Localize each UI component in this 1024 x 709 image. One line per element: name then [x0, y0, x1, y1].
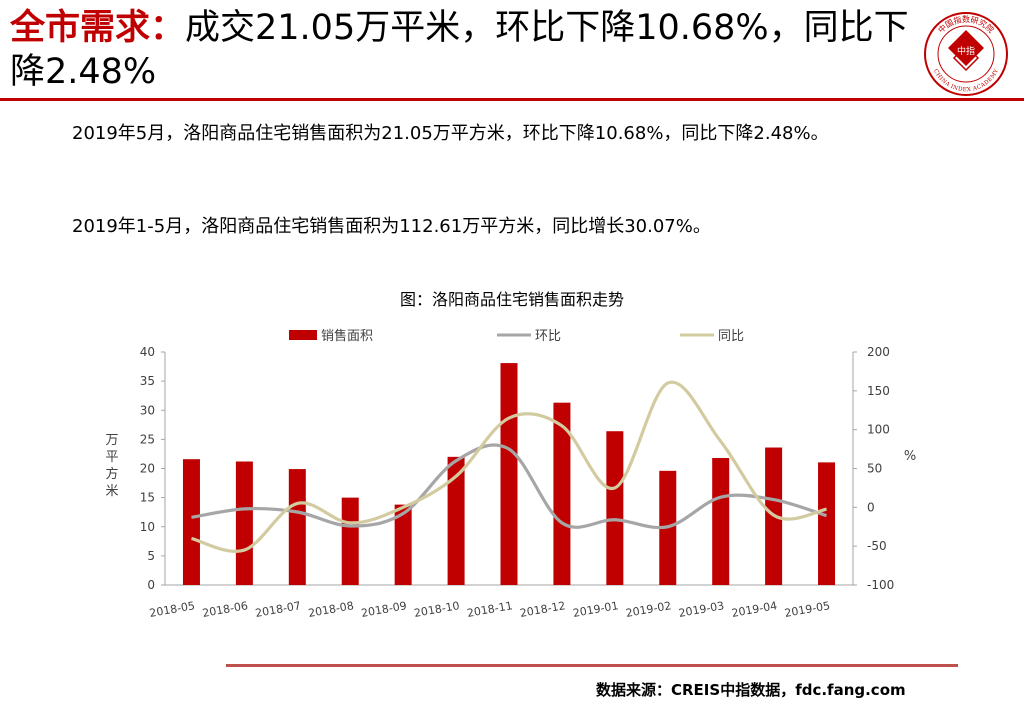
bar-sales-area — [500, 363, 518, 585]
academy-seal-icon: 中国指数研究院 CHINA INDEX ACADEMY 中指 — [924, 12, 1008, 96]
y-axis-title-char: 平 — [105, 450, 118, 465]
bar-sales-area — [288, 469, 306, 585]
y2-tick-label: -100 — [867, 578, 894, 592]
x-tick-label: 2019-04 — [731, 599, 779, 620]
x-tick-label: 2018-06 — [201, 599, 249, 620]
x-tick-label: 2018-07 — [254, 599, 302, 620]
y-tick-label: 25 — [140, 432, 155, 446]
legend-swatch-sales-area — [289, 330, 317, 340]
y2-tick-label: 50 — [867, 462, 882, 476]
x-tick-label: 2019-05 — [784, 599, 832, 620]
y-tick-label: 20 — [140, 462, 155, 476]
x-tick-label: 2018-09 — [360, 599, 408, 620]
bar-sales-area — [606, 431, 624, 585]
y2-tick-label: 100 — [867, 423, 890, 437]
bar-sales-area — [182, 459, 200, 585]
y-tick-label: 0 — [147, 578, 155, 592]
bar-sales-area — [235, 461, 253, 585]
x-tick-label: 2019-01 — [572, 599, 620, 620]
y-tick-label: 10 — [140, 520, 155, 534]
logo-center: 中指 — [957, 45, 975, 57]
x-tick-label: 2018-10 — [413, 599, 461, 620]
page-title: 全市需求：成交21.05万平米，环比下降10.68%，同比下降2.48% — [10, 6, 910, 94]
footer-divider — [226, 664, 958, 667]
paragraph-monthly: 2019年5月，洛阳商品住宅销售面积为21.05万平方米，环比下降10.68%，… — [72, 123, 829, 144]
chart-title: 图：洛阳商品住宅销售面积走势 — [399, 290, 624, 309]
y2-axis-title: % — [904, 449, 916, 464]
title-key: 全市需求： — [10, 8, 186, 48]
x-tick-label: 2018-12 — [519, 599, 567, 620]
y-tick-label: 30 — [140, 403, 155, 417]
data-source: 数据来源：CREIS中指数据，fdc.fang.com — [596, 681, 906, 699]
y-axis-title-char: 万 — [105, 433, 118, 448]
title-divider — [0, 98, 1024, 101]
line-yoy — [191, 380, 827, 553]
x-tick-label: 2018-08 — [307, 599, 355, 620]
y2-tick-label: -50 — [867, 539, 887, 553]
bar-sales-area — [341, 497, 359, 585]
y-axis-title-char: 方 — [105, 466, 118, 482]
title-text: 成交21.05万平米，环比下降10.68%，同比下降2.48% — [10, 8, 909, 92]
bar-sales-area — [447, 456, 465, 585]
y-tick-label: 40 — [140, 345, 155, 359]
y2-tick-label: 200 — [867, 345, 890, 359]
x-tick-label: 2018-11 — [466, 599, 514, 620]
legend-label: 同比 — [718, 329, 744, 344]
bar-sales-area — [553, 402, 571, 585]
y-axis-title-char: 米 — [105, 484, 118, 499]
y2-tick-label: 0 — [867, 500, 875, 514]
x-tick-label: 2018-05 — [148, 599, 196, 620]
bar-sales-area — [818, 462, 836, 585]
bar-sales-area — [712, 458, 730, 585]
x-tick-label: 2019-03 — [678, 599, 726, 620]
bar-sales-area — [394, 504, 412, 585]
legend-label: 销售面积 — [321, 328, 373, 344]
y-tick-label: 5 — [147, 549, 155, 563]
x-tick-label: 2019-02 — [625, 599, 673, 620]
legend-label: 环比 — [535, 329, 561, 344]
line-mom — [191, 443, 828, 530]
y2-tick-label: 150 — [867, 384, 890, 398]
paragraph-ytd: 2019年1-5月，洛阳商品住宅销售面积为112.61万平方米，同比增长30.0… — [72, 216, 711, 237]
y-tick-label: 15 — [140, 491, 155, 505]
y-tick-label: 35 — [140, 374, 155, 388]
